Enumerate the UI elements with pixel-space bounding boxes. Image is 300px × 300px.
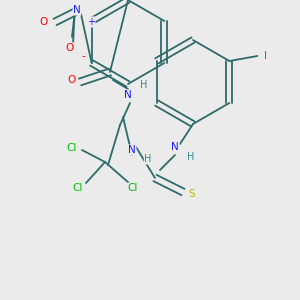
Text: H: H bbox=[144, 154, 152, 164]
Text: Cl: Cl bbox=[67, 143, 77, 153]
Text: I: I bbox=[264, 51, 267, 61]
Text: Cl: Cl bbox=[73, 183, 83, 193]
Text: N: N bbox=[128, 145, 136, 155]
Text: +: + bbox=[87, 17, 95, 27]
Text: O: O bbox=[68, 75, 76, 85]
Text: -: - bbox=[81, 51, 85, 61]
Text: O: O bbox=[40, 17, 48, 27]
Text: N: N bbox=[171, 142, 179, 152]
Text: S: S bbox=[189, 189, 195, 199]
Text: N: N bbox=[124, 90, 132, 100]
Text: N: N bbox=[73, 5, 81, 15]
Text: H: H bbox=[187, 152, 195, 162]
Text: Cl: Cl bbox=[128, 183, 138, 193]
Text: O: O bbox=[66, 43, 74, 53]
Text: H: H bbox=[140, 80, 148, 90]
